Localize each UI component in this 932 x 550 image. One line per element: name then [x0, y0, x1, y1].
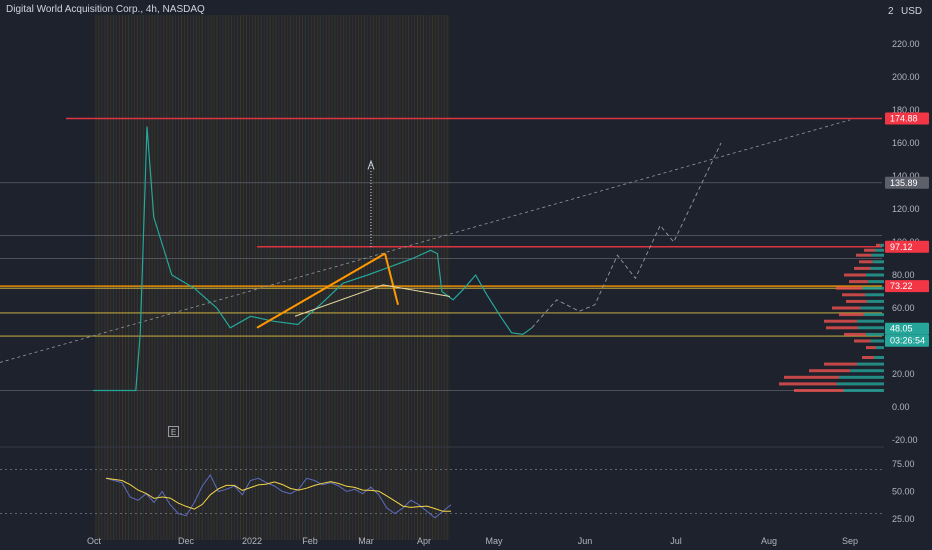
price-tag-badge — [885, 280, 929, 293]
price-axis-label: 220.00 — [892, 39, 920, 49]
volume-profile-bar — [849, 280, 869, 284]
volume-profile-bar — [857, 326, 884, 330]
volume-profile-bar — [856, 253, 872, 257]
price-axis-label: 120.00 — [892, 204, 920, 214]
volume-profile-bar — [872, 260, 884, 264]
price-tag-badge — [885, 112, 929, 125]
volume-profile-bar — [862, 286, 884, 290]
time-axis-label: 2022 — [242, 536, 262, 546]
volume-profile-bar — [870, 339, 884, 343]
price-tag-label: 73.22 — [890, 281, 913, 291]
volume-profile-bar — [844, 332, 866, 336]
price-tag-label: 97.12 — [890, 242, 913, 252]
volume-profile-bar — [836, 382, 884, 386]
volume-profile-bar — [857, 362, 884, 366]
volume-profile-bar — [839, 313, 864, 317]
price-axis-label: -20.00 — [892, 435, 918, 445]
rsi-axis-label: 75.00 — [892, 459, 915, 469]
volume-profile-bar — [880, 243, 884, 247]
volume-profile-bar — [844, 273, 866, 277]
price-tag-badge — [885, 322, 929, 335]
volume-profile-bar — [859, 260, 873, 264]
volume-profile-bar — [836, 286, 863, 290]
projection-path — [531, 142, 722, 329]
volume-profile-bar — [809, 369, 851, 373]
volume-profile-bar — [865, 293, 884, 297]
currency-label[interactable]: USD — [901, 6, 923, 17]
price-tag-badge — [885, 176, 929, 189]
price-axis-label: 160.00 — [892, 138, 920, 148]
price-tag-label: 174.88 — [890, 113, 918, 123]
volume-profile-bar — [862, 356, 875, 359]
volume-profile-bar — [874, 356, 884, 359]
volume-profile-bar — [842, 293, 866, 297]
volume-profile-bar — [857, 319, 884, 323]
volume-profile-bar — [779, 382, 837, 386]
volume-profile-bar — [863, 313, 884, 317]
rsi-axis-label: 25.00 — [892, 514, 915, 524]
price-tag-label: 48.05 — [890, 324, 913, 334]
volume-profile-bar — [870, 266, 884, 270]
time-axis-label: Dec — [178, 536, 195, 546]
price-axis-label: 20.00 — [892, 369, 915, 379]
rsi-axis-label: 50.00 — [892, 487, 915, 497]
projection-arrow-head — [367, 159, 375, 170]
volume-profile-bar — [871, 253, 884, 257]
time-axis-label: Oct — [87, 536, 102, 546]
volume-profile-bar — [824, 362, 857, 366]
rsi-ma-line — [105, 477, 451, 512]
price-tag-badge — [885, 240, 929, 253]
volume-profile-bar — [864, 248, 875, 252]
price-tag-badge — [885, 334, 929, 347]
orange-trend-line — [256, 252, 386, 329]
volume-profile-bar — [850, 369, 884, 373]
volume-profile-bar — [868, 280, 884, 284]
price-axis-label: 200.00 — [892, 72, 920, 82]
price-series-line — [93, 126, 533, 392]
earnings-marker-icon[interactable]: E — [168, 426, 179, 437]
price-tag-label: 135.89 — [890, 178, 918, 188]
price-axis-label: 0.00 — [892, 402, 910, 412]
volume-profile-bar — [854, 266, 871, 270]
volume-profile-bar — [860, 306, 884, 310]
time-axis-label: Jul — [670, 536, 682, 546]
volume-profile-bar — [824, 319, 857, 323]
scale-indicator[interactable]: 2 — [888, 6, 894, 17]
time-axis-label: Jun — [578, 536, 593, 546]
time-axis-label: Sep — [842, 536, 858, 546]
volume-profile-bar — [866, 332, 884, 336]
moving-average-line — [294, 284, 451, 317]
price-axis-label: 140.00 — [892, 171, 920, 181]
rsi-line — [105, 474, 452, 519]
volume-profile-bar — [843, 389, 884, 392]
time-axis-label: Mar — [358, 536, 374, 546]
time-axis-label: Apr — [417, 536, 431, 546]
volume-profile-bar — [875, 248, 884, 252]
volume-profile-bar — [826, 326, 858, 330]
orange-trend-line-2 — [384, 253, 399, 305]
time-axis-label: Feb — [302, 536, 318, 546]
price-axis-label: 80.00 — [892, 270, 915, 280]
volume-profile-bar — [866, 299, 884, 303]
price-axis-label: 60.00 — [892, 303, 915, 313]
volume-profile-bar — [784, 375, 839, 379]
chart-title: Digital World Acquisition Corp., 4h, NAS… — [6, 4, 205, 15]
price-axis-label: 180.00 — [892, 105, 920, 115]
volume-profile-bar — [866, 273, 884, 277]
time-axis-label: Aug — [761, 536, 777, 546]
price-tag-label: 03:26:54 — [890, 336, 925, 346]
volume-profile-bar — [875, 346, 884, 350]
volume-profile-bar — [832, 306, 861, 310]
volume-profile-bar — [854, 339, 871, 343]
time-axis-label: May — [485, 536, 503, 546]
volume-profile-bar — [876, 243, 881, 247]
volume-profile-bar — [839, 375, 884, 379]
volume-profile-bar — [794, 389, 844, 392]
volume-profile-bar — [846, 299, 867, 303]
volume-profile-bar — [866, 346, 876, 350]
